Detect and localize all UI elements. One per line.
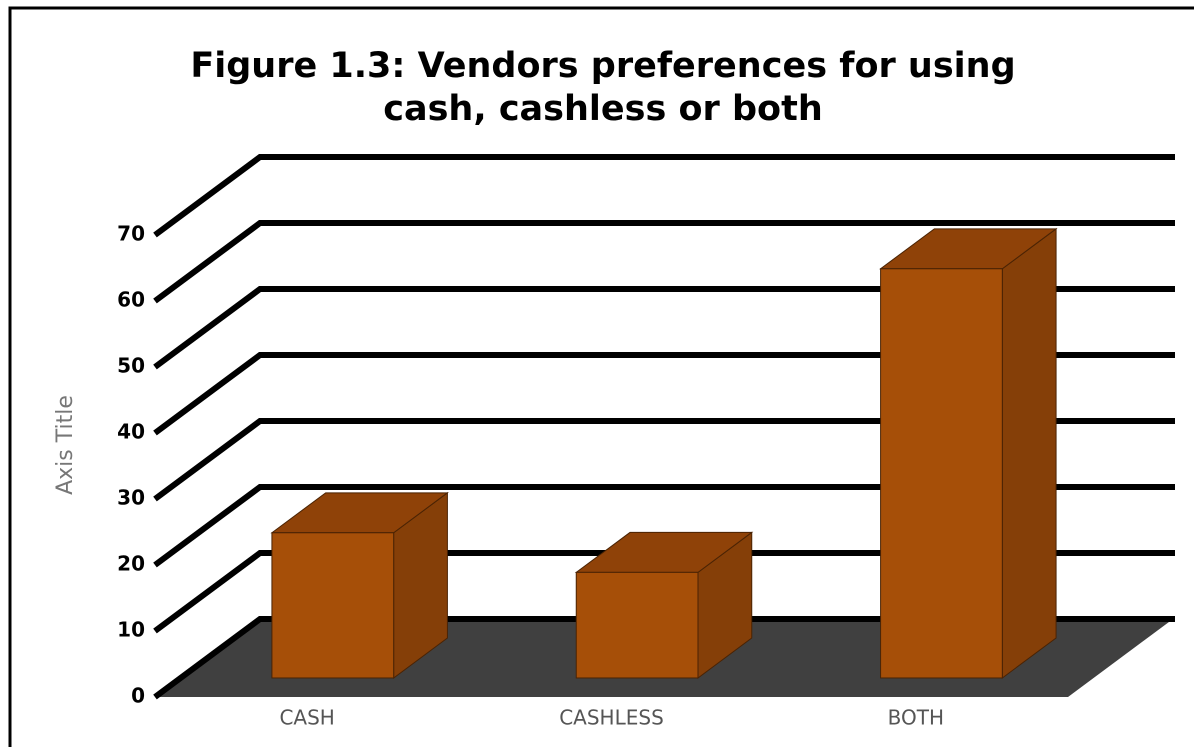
bar bbox=[270, 491, 449, 679]
grid-line bbox=[153, 286, 1175, 370]
x-tick-label: CASH bbox=[279, 706, 334, 730]
grid-line bbox=[153, 352, 1175, 436]
bar-front bbox=[880, 268, 1003, 679]
grid-line bbox=[153, 220, 1175, 304]
y-tick-label: 70 bbox=[117, 222, 145, 246]
chart-border bbox=[8, 6, 1194, 747]
bar bbox=[574, 531, 754, 679]
bar-front bbox=[271, 532, 395, 679]
grid-line bbox=[153, 418, 1175, 502]
y-tick-label: 60 bbox=[117, 288, 145, 312]
y-tick-label: 20 bbox=[117, 552, 145, 576]
chart-title: cash, cashless or both bbox=[383, 89, 823, 129]
y-tick-label: 10 bbox=[117, 618, 145, 642]
y-tick-label: 0 bbox=[131, 684, 145, 708]
y-axis-title: Axis Title bbox=[53, 395, 78, 495]
bar bbox=[879, 227, 1058, 679]
bar-front bbox=[575, 571, 699, 679]
x-tick-label: BOTH bbox=[888, 706, 944, 730]
y-tick-label: 30 bbox=[117, 486, 145, 510]
grid-line bbox=[153, 616, 1175, 700]
y-tick-label: 50 bbox=[117, 354, 145, 378]
grid-line bbox=[153, 154, 1175, 238]
y-tick-label: 40 bbox=[117, 420, 145, 444]
bar-side bbox=[1001, 227, 1057, 679]
x-tick-label: CASHLESS bbox=[559, 706, 664, 730]
grid-line bbox=[153, 550, 1175, 634]
grid-line bbox=[153, 484, 1175, 568]
chart-title: Figure 1.3: Vendors preferences for usin… bbox=[190, 46, 1015, 86]
